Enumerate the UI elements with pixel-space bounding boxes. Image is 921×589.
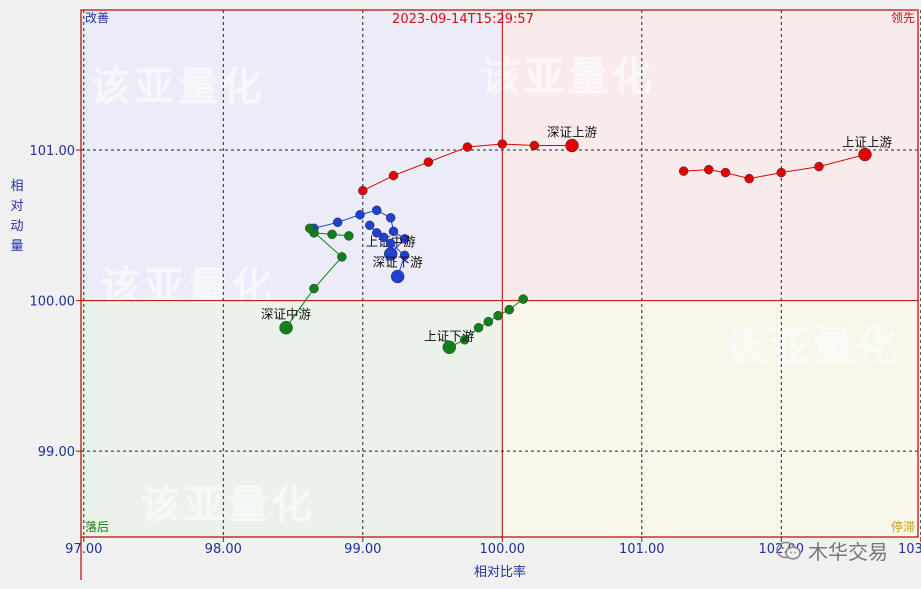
wechat-icon — [776, 541, 801, 560]
series-head-point — [279, 320, 293, 335]
corner-label-weakening: 停滞 — [891, 519, 915, 534]
series-point — [332, 217, 343, 228]
series-label: 深证下游 — [373, 255, 424, 270]
series-point — [309, 283, 319, 294]
series-head-point — [565, 138, 579, 153]
y-axis-label-char: 动 — [10, 219, 23, 234]
y-tick-label: 99.00 — [38, 445, 75, 460]
series-point — [399, 234, 410, 244]
corner-label-improving: 改善 — [85, 10, 109, 25]
series-point — [371, 228, 382, 238]
watermark-text: 该亚量化 — [725, 324, 901, 370]
y-tick-label: 100.00 — [30, 295, 76, 310]
series-point — [388, 170, 399, 181]
y-axis-label-char: 相 — [10, 179, 23, 194]
plot-frame — [80, 9, 919, 538]
quadrant-weakening — [502, 300, 918, 537]
series-point — [744, 173, 754, 184]
brand-text: 木华交易 — [808, 540, 888, 564]
series-label: 深证中游 — [261, 307, 312, 322]
quadrant-improving — [81, 10, 503, 301]
series-point — [305, 223, 315, 234]
corner-label-lagging: 落后 — [85, 520, 109, 534]
series-point — [388, 226, 399, 237]
series-point — [385, 213, 396, 223]
series-point — [704, 164, 714, 175]
x-tick-label: 97.00 — [65, 542, 102, 557]
series-point — [497, 139, 508, 149]
series-point — [462, 142, 473, 152]
x-tick-label: 101.00 — [619, 542, 665, 557]
series-point — [327, 229, 337, 240]
x-tick-label: 103.00 — [898, 542, 921, 557]
series-point — [385, 238, 396, 249]
watermark-text: 该亚量化 — [140, 482, 316, 528]
series-point — [493, 310, 503, 321]
series-point — [355, 210, 365, 220]
series-point — [504, 304, 515, 315]
x-tick-label: 100.00 — [480, 542, 526, 557]
series-point — [776, 167, 787, 178]
x-axis-label: 相对比率 — [474, 564, 526, 580]
series-head-point — [390, 269, 405, 284]
series-point — [378, 232, 389, 243]
series-point — [358, 185, 368, 196]
series-point — [483, 316, 494, 327]
series-point — [459, 335, 470, 345]
series-point — [720, 167, 731, 178]
x-tick-label: 98.00 — [205, 542, 242, 557]
chart-title: 2023-09-14T15:29:57 — [392, 12, 534, 27]
corner-label-leading: 领先 — [891, 11, 915, 25]
series-point — [423, 157, 434, 167]
series-label: 深证上游 — [547, 125, 598, 140]
quadrant-leading — [502, 10, 918, 301]
series-head-point — [442, 340, 457, 355]
quadrant-lagging — [81, 300, 503, 537]
x-tick-label: 99.00 — [344, 542, 381, 557]
y-axis-label-char: 对 — [10, 199, 23, 214]
series-point — [518, 294, 528, 304]
watermark-text: 该亚量化 — [100, 264, 276, 310]
series-point — [399, 250, 410, 261]
y-tick-label: 101.00 — [30, 144, 76, 159]
series-label: 上证下游 — [424, 328, 475, 343]
series-point — [678, 166, 689, 176]
y-axis-label-char: 量 — [10, 239, 23, 254]
brand-watermark: 木华交易 — [776, 536, 888, 565]
watermark-text: 该亚量化 — [90, 64, 266, 110]
series-head-point — [858, 147, 872, 162]
series-point — [473, 322, 484, 333]
series-point — [371, 205, 382, 216]
series-point — [814, 161, 824, 172]
series-point — [344, 231, 354, 241]
series-label: 上证上游 — [842, 135, 893, 150]
series-point — [365, 220, 375, 231]
watermark-text: 该亚量化 — [480, 54, 656, 100]
series-point — [529, 140, 540, 151]
series-point — [337, 252, 347, 262]
